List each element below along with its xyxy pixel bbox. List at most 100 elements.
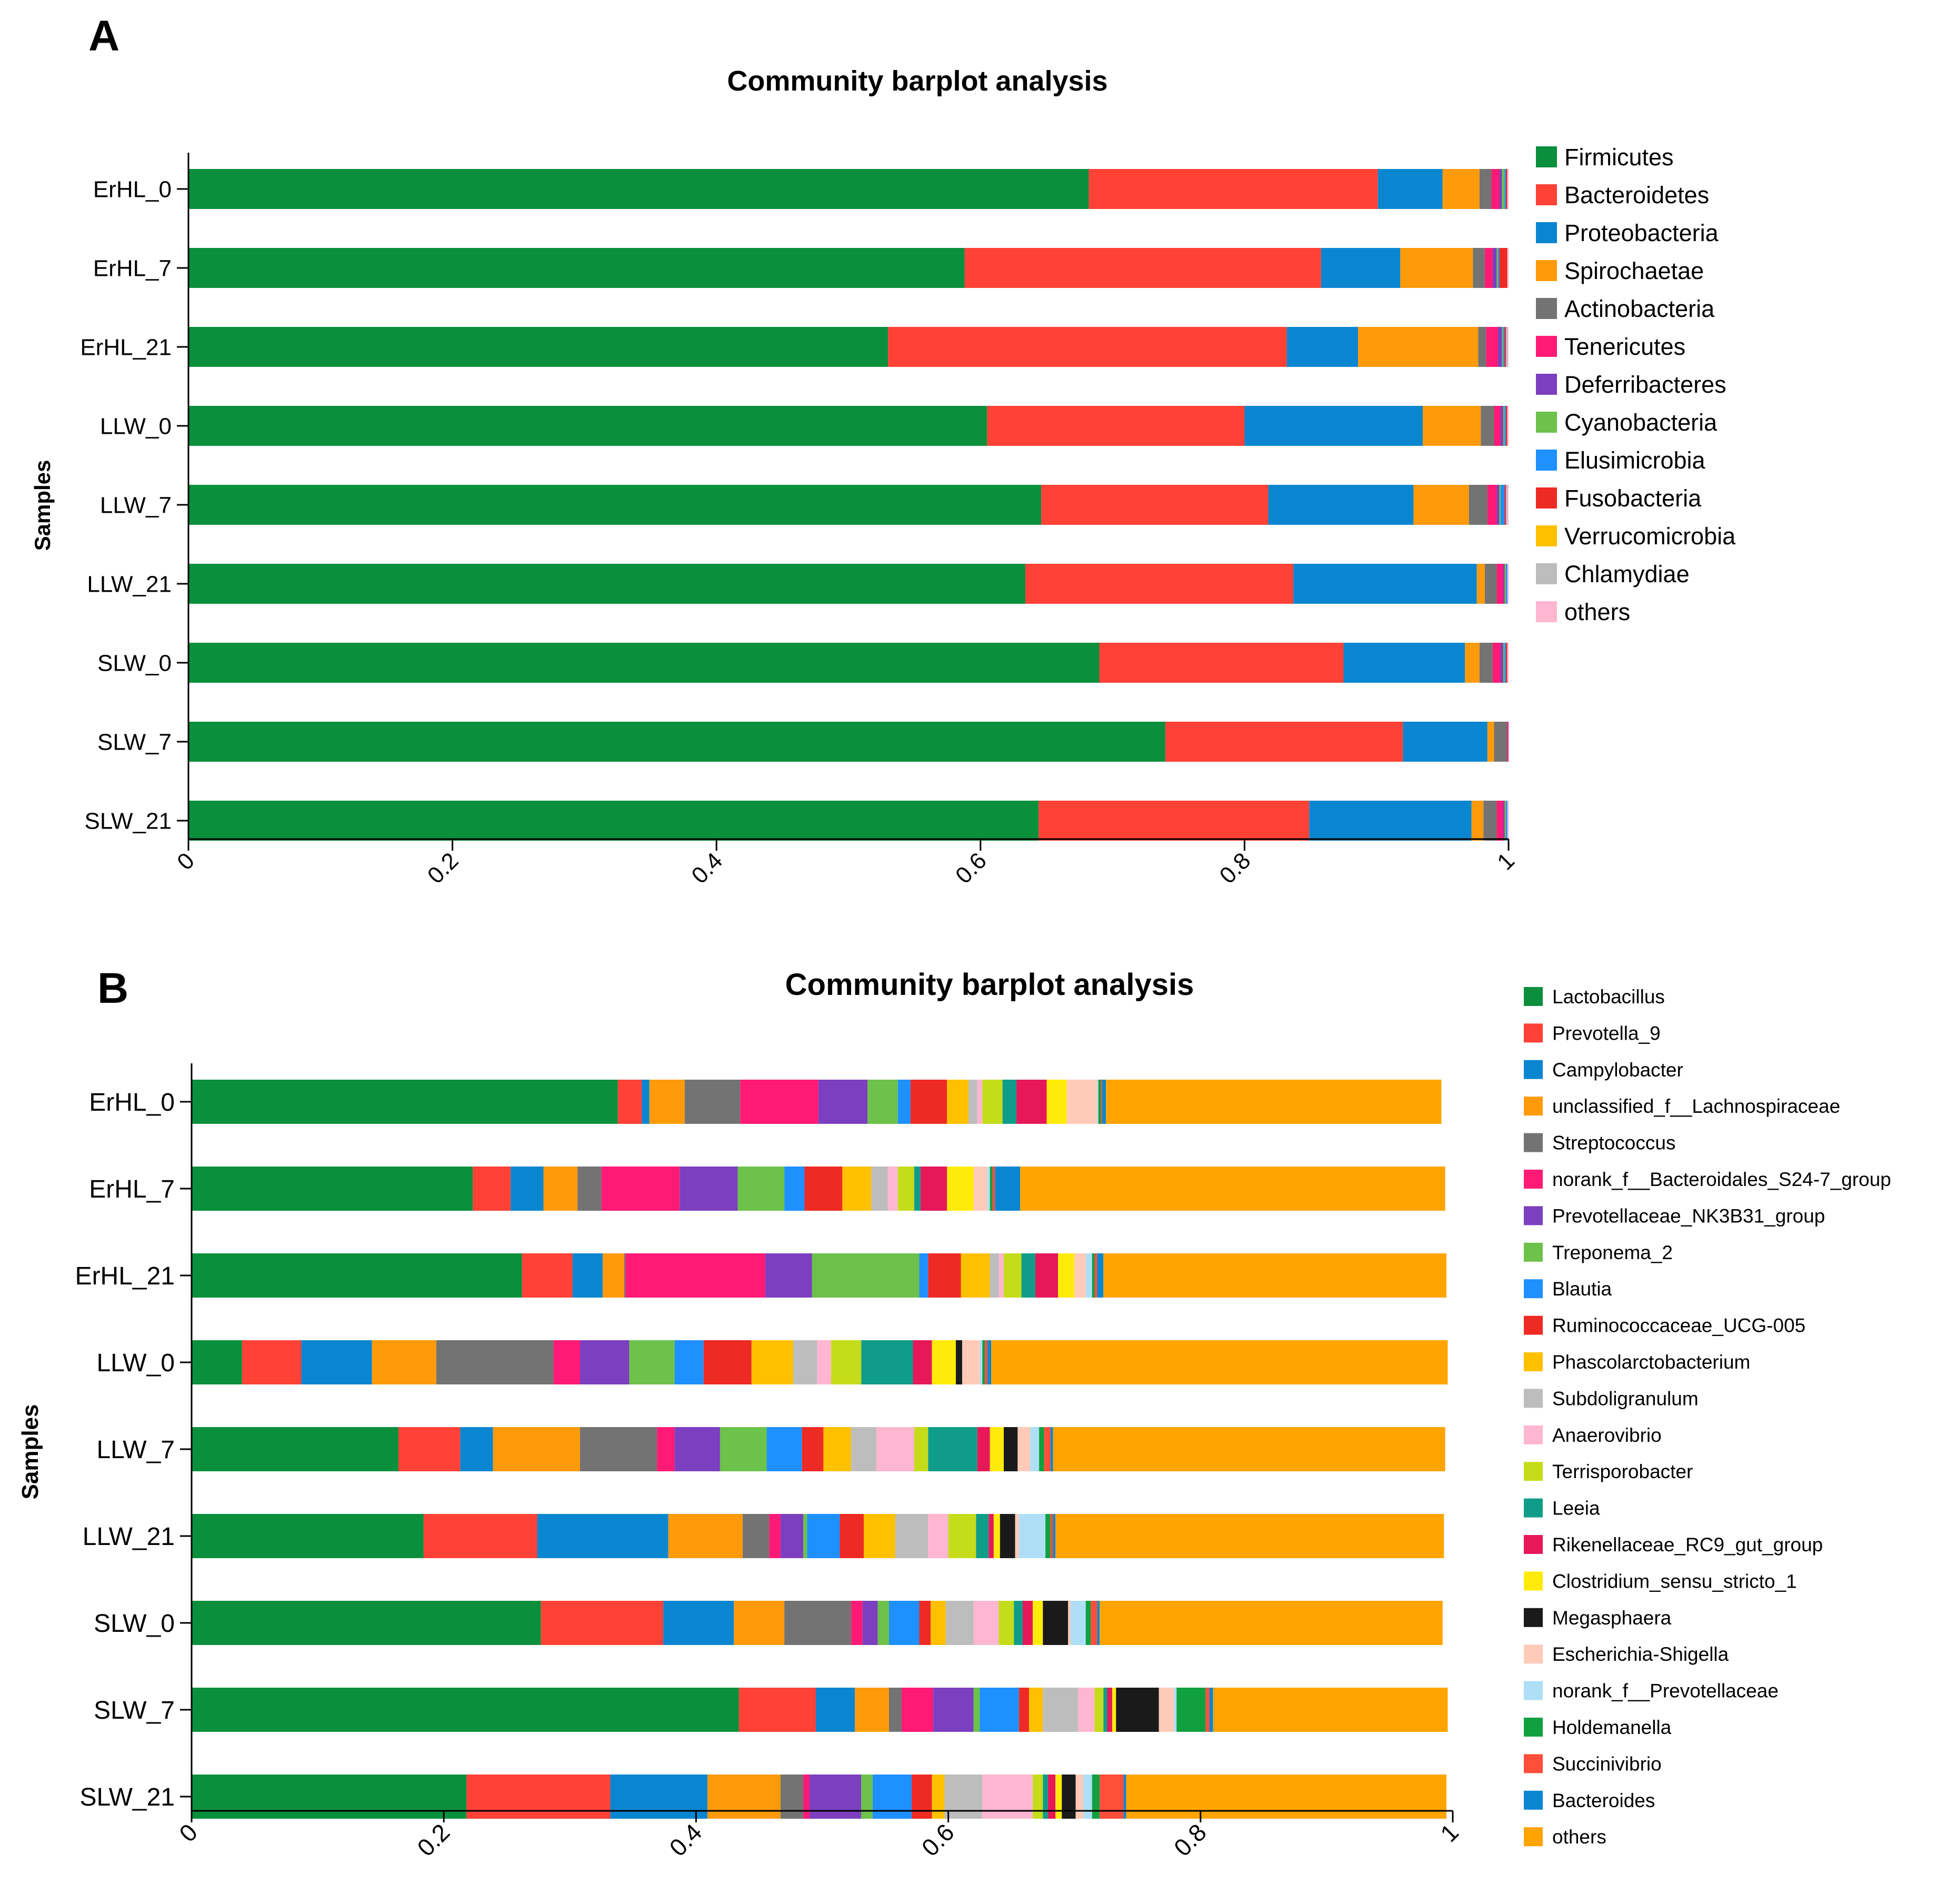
panel-b-segment-erhl-7-escherichia-shigella [973,1167,987,1211]
panel-a-segment-erhl-21-bacteroidetes [888,327,1287,367]
panel-a-segment-llw-21-cyanobacteria [1504,564,1506,604]
panel-a-legend-label: Firmicutes [1564,144,1674,171]
panel-a-segment-slw-0-bacteroidetes [1099,643,1344,683]
panel-a-segment-erhl-7-fusobacteria [1499,248,1507,288]
panel-b-segment-llw-7-norank-f-prevotellaceae [1030,1427,1040,1471]
panel-b-segment-llw-7-treponema-2 [720,1427,767,1471]
panel-a-segment-llw-21-spirochaetae [1476,564,1485,604]
panel-b-segment-slw-21-norank-f-prevotellaceae [1083,1775,1092,1819]
panel-b-y-axis-label: Samples [17,1404,43,1500]
panel-b-segment-llw-21-bacteroides [1053,1514,1056,1558]
panel-a-segment-llw-7-elusimicrobia [1500,485,1505,525]
panel-a-legend-swatch [1536,487,1557,509]
panel-b-bar-slw-0 [192,1601,1443,1645]
panel-b-legend-label: Anaerovibrio [1552,1424,1662,1446]
panel-b-segment-llw-0-ruminococcaceae-ucg-005 [703,1340,752,1384]
panel-b-segment-slw-7-escherichia-shigella [1159,1688,1174,1732]
panel-a-segment-erhl-7-tenericutes [1484,248,1493,288]
panel-a-segment-llw-0-elusimicrobia [1504,406,1506,446]
panel-a-legend-swatch [1536,450,1557,471]
panel-b-legend-item-treponema-2: Treponema_2 [1524,1242,1673,1263]
panel-b-segment-erhl-21-bacteroides [1097,1253,1104,1298]
panel-b-x-tick-label: 0.6 [916,1818,960,1861]
panel-b-legend-swatch [1524,1827,1543,1847]
panel-a-y-tick-label: LLW_21 [87,571,172,597]
panel-a-segment-slw-21-spirochaetae [1471,801,1484,841]
panel-b-segment-erhl-0-escherichia-shigella [1066,1080,1097,1124]
panel-a-segment-slw-0-elusimicrobia [1504,643,1506,683]
panel-a-legend-label: Spirochaetae [1564,257,1704,284]
panel-a-y-tick-label: ErHL_7 [93,255,172,281]
panel-b-segment-erhl-0-holdemanella [1098,1080,1101,1124]
panel-b-segment-slw-7-prevotellaceae-nk3b31-group [933,1688,974,1732]
panel-a-legend-label: Proteobacteria [1564,220,1719,246]
panel-b-segment-slw-7-rikenellaceae-rc9-gut-group [1107,1688,1113,1732]
panel-a-legend: Firmicutes Bacteroidetes Proteobacteria Spi… [1536,144,1736,625]
panel-a-segment-llw-21-tenericutes [1496,564,1503,604]
panel-a-segment-slw-0-fusobacteria [1505,643,1507,683]
panel-b-segment-erhl-7-others [1020,1167,1445,1211]
panel-b-segment-slw-21-treponema-2 [861,1775,873,1819]
panel-b-legend-label: others [1552,1826,1606,1848]
panel-b-legend-item-holdemanella: Holdemanella [1524,1717,1672,1738]
panel-b-legend-item-others: others [1524,1826,1606,1848]
panel-b-segment-slw-0-bacteroides [1097,1601,1100,1645]
panel-b-x-tick-label: 0.8 [1169,1818,1212,1861]
panel-a-y-tick-label: LLW_7 [100,492,172,518]
panel-b-segment-slw-21-prevotella-9 [466,1775,611,1819]
panel-b-segment-erhl-21-succinivibrio [1094,1253,1097,1298]
panel-a-segment-slw-21-deferribacteres [1503,801,1505,841]
panel-b-segment-slw-7-bacteroides [1209,1688,1213,1732]
panel-b-segment-slw-0-blautia [888,1601,920,1645]
panel-b-segment-erhl-7-rikenellaceae-rc9-gut-group [920,1167,947,1211]
panel-b-legend-swatch [1524,1170,1543,1189]
panel-a-segment-erhl-7-cyanobacteria [1496,248,1498,288]
panel-b-x-tick-label: 0 [174,1818,203,1847]
panel-a-legend-item-others: others [1536,599,1630,625]
panel-b-segment-slw-21-prevotellaceae-nk3b31-group [810,1775,862,1819]
panel-a-segment-erhl-21-proteobacteria [1286,327,1359,367]
panel-b-segment-llw-21-norank-f-prevotellaceae [1019,1514,1046,1558]
panel-b-segment-llw-7-succinivibrio [1044,1427,1051,1471]
panel-b-legend-item-lactobacillus: Lactobacillus [1524,986,1665,1008]
panel-a-segment-slw-21-firmicutes [188,801,1039,841]
panel-a-y-axis-label: Samples [30,460,55,551]
panel-a-segment-llw-7-proteobacteria [1268,485,1414,525]
panel-b-segment-erhl-0-norank-f-prevotellaceae [1097,1080,1099,1124]
panel-b-segment-llw-0-streptococcus [436,1340,554,1384]
panel-b-segment-llw-21-terrisporobacter [948,1514,976,1558]
panel-b-segment-slw-7-campylobacter [816,1688,855,1732]
panel-b-segment-erhl-7-unclassified-f-lachnospiraceae [543,1167,578,1211]
panel-b-segment-slw-0-holdemanella [1085,1601,1091,1645]
panel-a-segment-erhl-0-proteobacteria [1377,169,1443,209]
panel-a-plot: ErHL_0 ErHL_7 ErHL_21 LLW_0 LLW_7 LLW_21 SLW_0… [80,153,1520,889]
panel-a-segment-erhl-21-elusimicrobia [1503,327,1505,367]
panel-b-legend-label: Subdoligranulum [1552,1388,1699,1409]
panel-a-bar-slw-7 [188,722,1509,762]
panel-b-segment-slw-0-rikenellaceae-rc9-gut-group [1022,1601,1033,1645]
panel-b-segment-erhl-7-prevotella-9 [473,1167,511,1211]
panel-b-legend-item-megasphaera: Megasphaera [1524,1607,1672,1629]
panel-a-segment-llw-0-bacteroidetes [987,406,1245,446]
panel-a-segment-erhl-7-elusimicrobia [1497,248,1500,288]
panel-a-legend-label: Actinobacteria [1564,295,1715,322]
panel-b-segment-llw-0-norank-f-bacteroidales-s24-7-group [553,1340,580,1384]
panel-a-legend-item-chlamydiae: Chlamydiae [1536,561,1690,587]
panel-b-legend-swatch [1524,1206,1543,1225]
panel-b-segment-erhl-7-treponema-2 [737,1167,785,1211]
panel-a-y-tick-label: ErHL_0 [93,176,172,202]
panel-b-legend-item-prevotellaceae-nk3b31-group: Prevotellaceae_NK3B31_group [1524,1205,1825,1227]
panel-b-segment-slw-7-clostridium-sensu-stricto-1 [1112,1688,1116,1732]
panel-b-legend-swatch [1524,1718,1543,1737]
panel-b-legend-swatch [1524,1535,1543,1554]
panel-a-legend-swatch [1536,298,1557,319]
panel-b-segment-erhl-7-subdoligranulum [871,1167,888,1211]
panel-a-segment-erhl-7-others [1507,248,1509,288]
panel-b-segment-llw-7-terrisporobacter [914,1427,928,1471]
panel-b-segment-erhl-7-campylobacter [511,1167,544,1211]
panel-b-segment-llw-21-unclassified-f-lachnospiraceae [668,1514,743,1558]
panel-a-legend-label: others [1564,599,1630,625]
panel-b-plot: ErHL_0 ErHL_7 ErHL_21 LLW_0 LLW_7 LLW_21 SLW_0… [75,1063,1464,1861]
panel-a-segment-erhl-0-spirochaetae [1442,169,1480,209]
panel-b-segment-llw-7-campylobacter [460,1427,493,1471]
